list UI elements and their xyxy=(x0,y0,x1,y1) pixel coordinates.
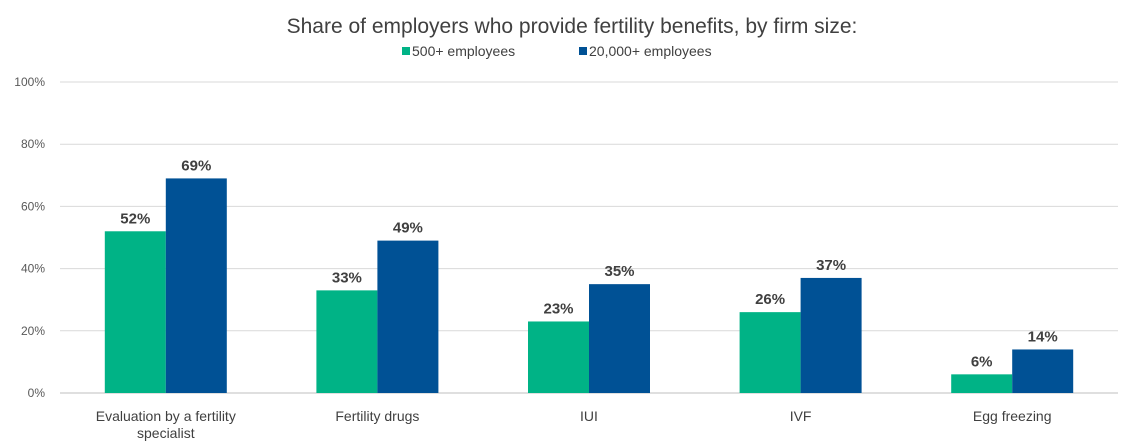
legend-label: 20,000+ employees xyxy=(589,43,712,59)
bar xyxy=(739,312,801,393)
data-label: 52% xyxy=(120,210,150,227)
data-labels: 52% 69% 33% 49% 23% 35% 26% 37% 6% 14% xyxy=(120,157,1057,370)
y-tick-label: 20% xyxy=(21,324,45,338)
category-label: Egg freezing xyxy=(973,408,1052,424)
bar xyxy=(1012,349,1074,393)
bar xyxy=(800,277,862,393)
y-tick-label: 100% xyxy=(14,75,45,89)
bar xyxy=(589,284,650,393)
data-label: 26% xyxy=(755,291,785,308)
category-label: Fertility drugs xyxy=(335,408,419,424)
data-label: 37% xyxy=(816,257,846,274)
x-axis: Evaluation by a fertility specialist Ferti… xyxy=(96,408,1052,441)
data-label: 49% xyxy=(393,220,423,237)
bar xyxy=(377,240,439,393)
legend: 500+ employees 20,000+ employees xyxy=(402,43,712,59)
bar xyxy=(528,321,589,393)
y-tick-label: 60% xyxy=(21,199,45,213)
data-label: 14% xyxy=(1028,328,1058,345)
legend-swatch xyxy=(402,47,410,55)
legend-swatch xyxy=(579,47,587,55)
bars xyxy=(104,178,1074,393)
category-label: IVF xyxy=(790,408,812,424)
bar xyxy=(165,178,227,393)
legend-label: 500+ employees xyxy=(412,43,515,59)
y-axis: 0% 20% 40% 60% 80% 100% xyxy=(14,75,45,400)
y-tick-label: 80% xyxy=(21,137,45,151)
data-label: 35% xyxy=(604,263,634,280)
chart-title: Share of employers who provide fertility… xyxy=(287,15,858,38)
bar xyxy=(316,290,378,393)
y-tick-label: 40% xyxy=(21,262,45,276)
category-label: IUI xyxy=(580,408,598,424)
y-tick-label: 0% xyxy=(28,386,46,400)
data-label: 6% xyxy=(971,353,993,370)
bar xyxy=(104,231,166,393)
data-label: 23% xyxy=(543,300,573,317)
category-label: Evaluation by a fertility specialist xyxy=(96,408,236,441)
data-label: 69% xyxy=(181,157,211,174)
bar xyxy=(951,374,1013,393)
data-label: 33% xyxy=(332,269,362,286)
